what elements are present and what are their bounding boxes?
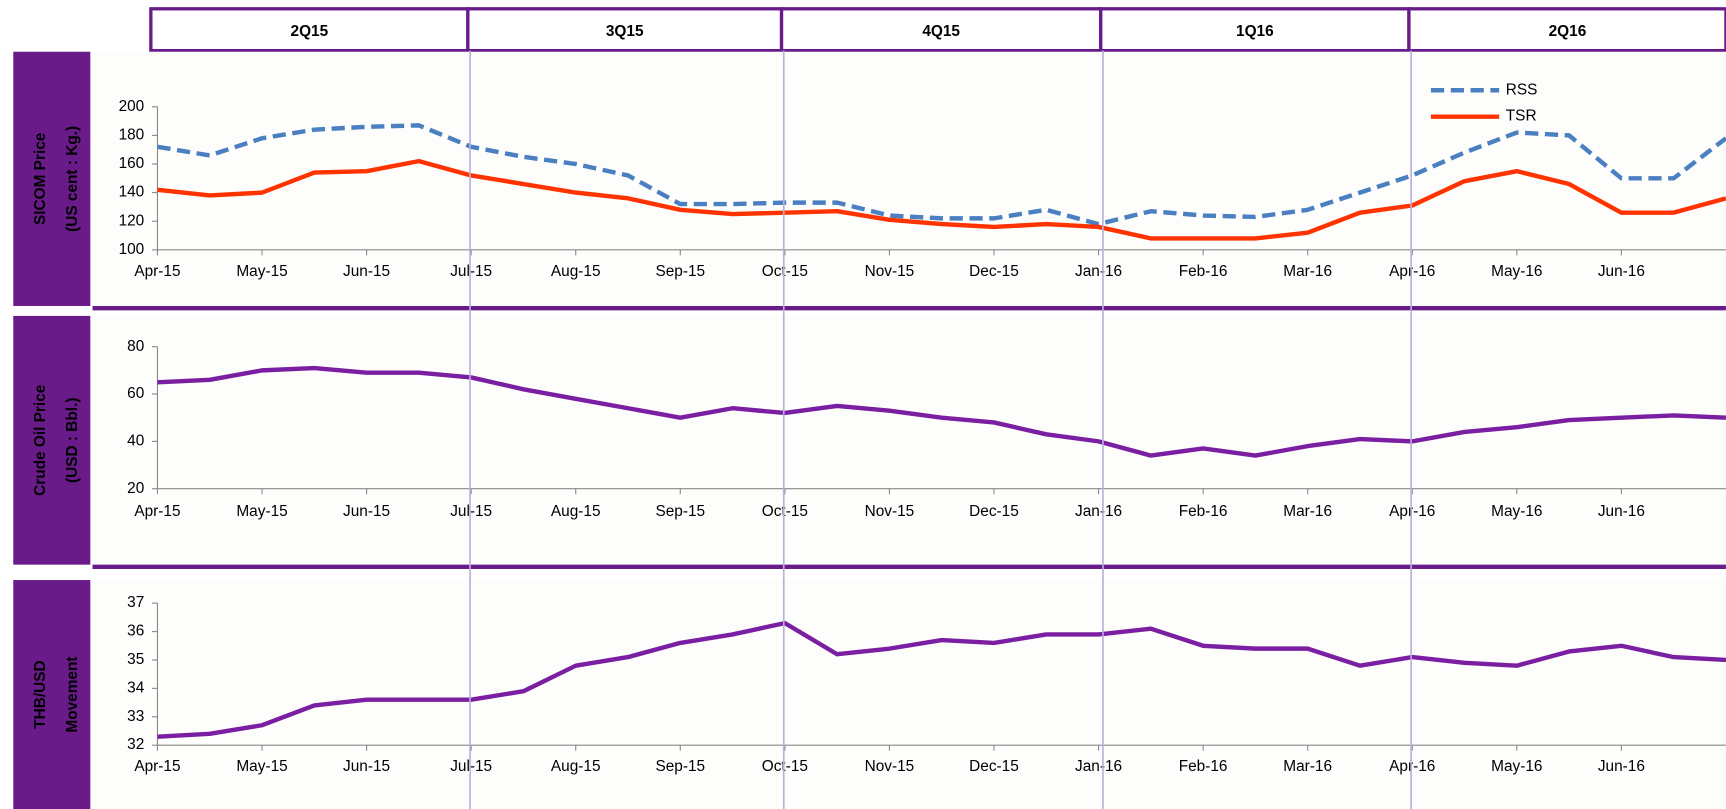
x-tick-label: Nov-15	[865, 503, 915, 520]
y-tick-label: 200	[119, 98, 145, 115]
x-tick-label: Feb-16	[1179, 503, 1228, 520]
x-tick-label: Jan-16	[1075, 758, 1122, 775]
x-tick-label: Jul-15	[450, 503, 492, 520]
x-tick-label: May-16	[1491, 263, 1542, 280]
panel	[92, 51, 1726, 306]
y-tick-label: 160	[119, 155, 145, 172]
legend-label: TSR	[1506, 108, 1537, 125]
x-tick-label: Apr-16	[1389, 758, 1435, 775]
quarter-label: 2Q15	[291, 23, 329, 40]
y-tick-label: 100	[119, 241, 145, 258]
quarter-box	[779, 7, 1103, 53]
x-tick-label: Apr-16	[1389, 263, 1435, 280]
y-tick-label: 37	[127, 594, 144, 611]
y-tick-label: 35	[127, 651, 144, 668]
y-tick-label: 140	[119, 184, 145, 201]
x-tick-label: Aug-15	[551, 263, 601, 280]
side-box	[13, 51, 91, 306]
y-tick-label: 33	[127, 708, 144, 725]
quarter-label: 4Q15	[922, 23, 960, 40]
x-tick-label: May-15	[236, 503, 287, 520]
quarter-label: 3Q15	[606, 23, 644, 40]
x-tick-label: Mar-16	[1283, 263, 1332, 280]
side-title: Crude Oil Price	[32, 384, 49, 496]
x-tick-label: Dec-15	[969, 263, 1019, 280]
x-tick-label: Aug-15	[551, 503, 601, 520]
x-tick-label: Sep-15	[655, 503, 705, 520]
x-tick-label: Jul-15	[450, 758, 492, 775]
x-tick-label: May-15	[236, 263, 287, 280]
x-tick-label: May-16	[1491, 503, 1542, 520]
quarter-box	[149, 7, 470, 53]
y-tick-label: 40	[127, 432, 144, 449]
y-tick-label: 34	[127, 679, 145, 696]
x-tick-label: Mar-16	[1283, 758, 1332, 775]
x-tick-label: Feb-16	[1179, 263, 1228, 280]
x-tick-label: Oct-15	[762, 263, 808, 280]
x-tick-label: Oct-15	[762, 503, 808, 520]
x-tick-label: May-16	[1491, 758, 1542, 775]
side-unit: (USD : Bbl.)	[64, 398, 81, 484]
series-line	[157, 158, 1726, 241]
y-tick-label: 180	[119, 126, 145, 143]
x-tick-label: Apr-15	[134, 758, 180, 775]
x-tick-label: Jun-16	[1598, 758, 1645, 775]
side-unit: Movement	[64, 656, 81, 732]
x-tick-label: Sep-15	[655, 758, 705, 775]
quarter-label: 1Q16	[1236, 23, 1274, 40]
x-tick-label: Nov-15	[865, 758, 915, 775]
y-tick-label: 32	[127, 736, 144, 753]
quarter-label: 2Q16	[1549, 23, 1587, 40]
x-tick-label: Oct-15	[762, 758, 808, 775]
x-tick-label: Jun-15	[343, 503, 390, 520]
x-tick-label: Jun-15	[343, 263, 390, 280]
series-line	[157, 365, 1726, 458]
x-tick-label: Apr-15	[134, 503, 180, 520]
x-tick-label: Dec-15	[969, 503, 1019, 520]
x-tick-label: Feb-16	[1179, 758, 1228, 775]
panel	[92, 315, 1726, 565]
x-tick-label: Apr-16	[1389, 503, 1435, 520]
series-line	[157, 620, 1726, 739]
x-tick-label: Jun-16	[1598, 263, 1645, 280]
y-tick-label: 36	[127, 623, 144, 640]
y-tick-label: 60	[127, 385, 144, 402]
y-tick-label: 20	[127, 480, 144, 497]
x-tick-label: May-15	[236, 758, 287, 775]
quarter-box	[466, 7, 784, 53]
side-unit: (US cent : Kg.)	[64, 126, 81, 232]
x-tick-label: Jun-16	[1598, 503, 1645, 520]
side-title: THB/USD	[32, 660, 49, 728]
quarter-box	[1099, 7, 1411, 53]
side-title: SICOM Price	[32, 132, 49, 225]
x-tick-label: Jul-15	[450, 263, 492, 280]
x-tick-label: Dec-15	[969, 758, 1019, 775]
y-tick-label: 80	[127, 338, 144, 355]
x-tick-label: Aug-15	[551, 758, 601, 775]
quarter-box	[1407, 7, 1726, 53]
x-tick-label: Nov-15	[865, 263, 915, 280]
side-box	[13, 315, 91, 565]
side-box	[13, 580, 91, 809]
x-tick-label: Apr-15	[134, 263, 180, 280]
x-tick-label: Jun-15	[343, 758, 390, 775]
y-tick-label: 120	[119, 212, 145, 229]
x-tick-label: Jan-16	[1075, 263, 1122, 280]
panel	[92, 580, 1726, 809]
x-tick-label: Sep-15	[655, 263, 705, 280]
legend-label: RSS	[1506, 81, 1538, 98]
x-tick-label: Mar-16	[1283, 503, 1332, 520]
series-line	[157, 123, 1726, 227]
x-tick-label: Jan-16	[1075, 503, 1122, 520]
